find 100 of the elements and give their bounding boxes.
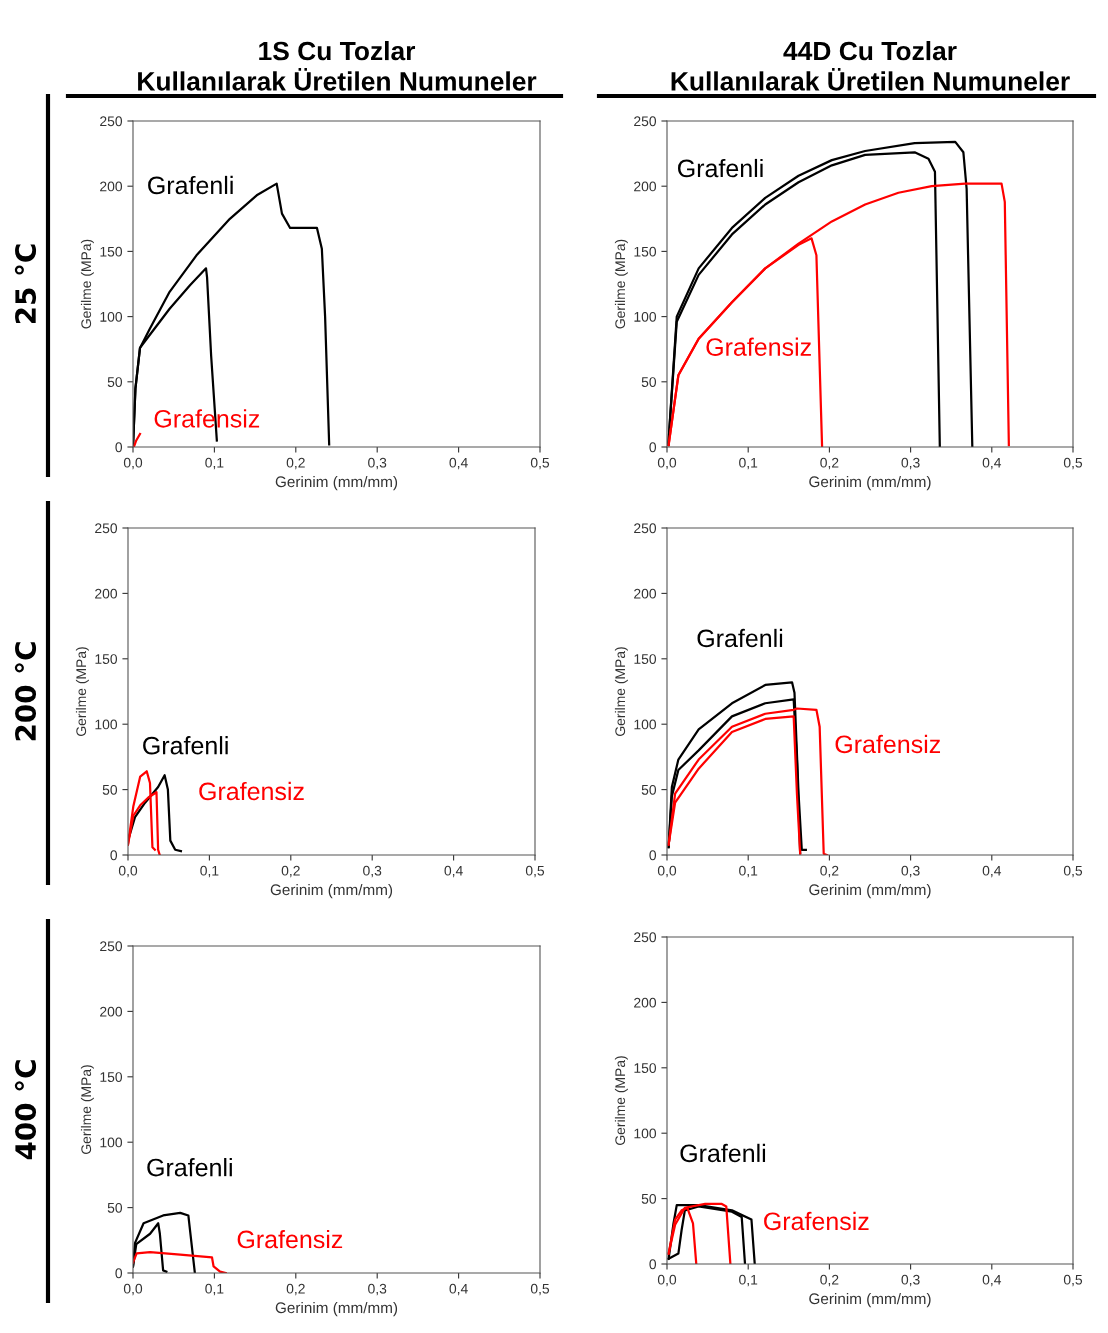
y-tick-label: 0 bbox=[115, 1268, 123, 1279]
x-tick-label: 0,5 bbox=[530, 1283, 550, 1296]
x-tick-label: 0,5 bbox=[1063, 1274, 1083, 1287]
y-axis-title: Gerilme (MPa) bbox=[614, 239, 628, 329]
y-tick-label: 250 bbox=[100, 116, 123, 127]
y-tick-label: 50 bbox=[641, 1193, 657, 1204]
x-tick-label: 0,0 bbox=[657, 457, 677, 470]
y-tick-label: 150 bbox=[634, 246, 657, 257]
x-tick-label: 0,0 bbox=[123, 1283, 143, 1296]
y-tick-label: 100 bbox=[95, 719, 118, 730]
y-tick-label: 250 bbox=[634, 523, 657, 534]
y-tick-label: 150 bbox=[634, 654, 657, 664]
series-label: Grafenli bbox=[148, 175, 233, 195]
y-tick-label: 200 bbox=[95, 588, 118, 599]
y-tick-label: 50 bbox=[641, 377, 657, 387]
x-tick-label: 0,1 bbox=[205, 1283, 224, 1296]
x-tick-label: 0,1 bbox=[205, 457, 224, 470]
y-tick-label: 0 bbox=[649, 442, 657, 453]
y-tick-label: 100 bbox=[100, 311, 123, 322]
y-tick-label: 150 bbox=[634, 1063, 657, 1073]
y-axis-title: Gerilme (MPa) bbox=[80, 239, 94, 329]
series-label: Grafenli bbox=[697, 628, 783, 648]
series-label: Grafensiz bbox=[706, 337, 811, 356]
x-tick-label: 0,4 bbox=[982, 457, 1002, 470]
x-tick-label: 0,3 bbox=[901, 457, 920, 470]
y-tick-label: 0 bbox=[649, 1259, 657, 1270]
x-tick-label: 0,2 bbox=[281, 865, 300, 878]
y-axis-title: Gerilme (MPa) bbox=[80, 1065, 94, 1154]
y-tick-label: 200 bbox=[634, 181, 657, 192]
x-tick-label: 0,3 bbox=[363, 865, 382, 878]
chart-title: 44D Cu Tozlar Kullanılarak Üretilen Numuneler bbox=[671, 40, 1070, 91]
y-tick-label: 0 bbox=[115, 442, 123, 453]
y-tick-label: 150 bbox=[95, 654, 118, 664]
y-tick-label: 0 bbox=[110, 850, 118, 861]
y-tick-label: 250 bbox=[634, 932, 657, 943]
y-tick-label: 50 bbox=[641, 784, 657, 795]
x-tick-label: 0,2 bbox=[286, 1283, 305, 1296]
x-tick-label: 0,2 bbox=[820, 457, 839, 470]
x-axis-title: Gerinim (mm/mm) bbox=[275, 1301, 398, 1317]
y-tick-label: 100 bbox=[634, 1128, 657, 1139]
x-tick-label: 0,5 bbox=[1063, 457, 1083, 470]
x-tick-label: 0,4 bbox=[444, 865, 463, 878]
y-tick-label: 50 bbox=[107, 1202, 123, 1213]
series-label: Grafenli bbox=[678, 158, 763, 178]
y-tick-label: 50 bbox=[102, 784, 118, 795]
y-axis-title: Gerilme (MPa) bbox=[75, 647, 89, 736]
x-tick-label: 0,0 bbox=[657, 1274, 677, 1287]
series-label: Grafensiz bbox=[199, 781, 304, 801]
x-tick-label: 0,5 bbox=[525, 865, 545, 878]
y-tick-label: 200 bbox=[100, 181, 123, 192]
text: 400 °C bbox=[14, 1060, 37, 1160]
x-tick-label: 0,0 bbox=[118, 865, 138, 878]
x-tick-label: 0,5 bbox=[1063, 865, 1083, 878]
x-tick-label: 0,3 bbox=[901, 865, 920, 878]
x-tick-label: 0,1 bbox=[739, 1274, 758, 1287]
x-tick-label: 0,1 bbox=[200, 865, 219, 878]
x-tick-label: 0,3 bbox=[368, 457, 387, 470]
y-tick-label: 150 bbox=[100, 246, 123, 257]
y-tick-label: 150 bbox=[100, 1072, 123, 1082]
y-tick-label: 0 bbox=[649, 850, 657, 861]
text: 200 °C bbox=[14, 642, 37, 741]
x-axis-title: Gerinim (mm/mm) bbox=[275, 475, 398, 491]
x-tick-label: 0,3 bbox=[901, 1274, 920, 1287]
x-axis-title: Gerinim (mm/mm) bbox=[270, 883, 393, 899]
x-tick-label: 0,3 bbox=[368, 1283, 387, 1296]
chart-title: 1S Cu Tozlar Kullanılarak Üretilen Numuneler bbox=[138, 40, 537, 91]
y-tick-label: 250 bbox=[634, 116, 657, 127]
y-tick-label: 250 bbox=[100, 941, 123, 952]
series-label: Grafenli bbox=[680, 1143, 766, 1163]
x-axis-title: Gerinim (mm/mm) bbox=[809, 1292, 931, 1308]
y-tick-label: 50 bbox=[107, 377, 123, 387]
y-tick-label: 200 bbox=[634, 588, 657, 599]
x-tick-label: 0,4 bbox=[449, 1283, 468, 1296]
x-tick-label: 0,1 bbox=[739, 457, 758, 470]
x-tick-label: 0,1 bbox=[739, 865, 758, 878]
series-label: Grafensiz bbox=[237, 1229, 343, 1249]
y-tick-label: 250 bbox=[95, 523, 118, 534]
y-tick-label: 100 bbox=[634, 719, 657, 730]
series-label: Grafensiz bbox=[835, 734, 941, 754]
y-tick-label: 100 bbox=[634, 311, 657, 322]
x-tick-label: 0,4 bbox=[982, 1274, 1002, 1287]
y-axis-title: Gerilme (MPa) bbox=[614, 1056, 628, 1145]
text: 25 °C bbox=[14, 244, 37, 324]
series-label: Grafenli bbox=[147, 1158, 232, 1177]
x-tick-label: 0,2 bbox=[820, 1274, 839, 1287]
x-tick-label: 0,4 bbox=[982, 865, 1002, 878]
x-axis-title: Gerinim (mm/mm) bbox=[809, 475, 931, 491]
x-tick-label: 0,0 bbox=[123, 457, 143, 470]
series-label: Grafenli bbox=[143, 736, 228, 755]
y-tick-label: 200 bbox=[634, 997, 657, 1008]
x-tick-label: 0,5 bbox=[530, 457, 550, 470]
x-tick-label: 0,2 bbox=[286, 457, 305, 470]
x-tick-label: 0,2 bbox=[820, 865, 839, 878]
y-tick-label: 200 bbox=[100, 1006, 123, 1017]
x-tick-label: 0,0 bbox=[657, 865, 677, 878]
x-tick-label: 0,4 bbox=[449, 457, 468, 470]
text: Grafensiz bbox=[764, 1211, 869, 1231]
x-axis-title: Gerinim (mm/mm) bbox=[809, 883, 931, 899]
y-axis-title: Gerilme (MPa) bbox=[614, 647, 628, 736]
y-tick-label: 100 bbox=[100, 1137, 123, 1148]
